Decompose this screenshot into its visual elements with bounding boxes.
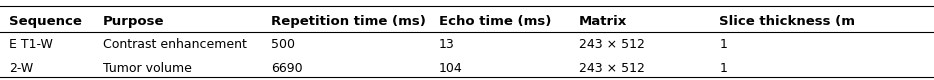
Text: 104: 104	[439, 62, 462, 74]
Text: E T1-W: E T1-W	[9, 38, 53, 51]
Text: 6690: 6690	[271, 62, 303, 74]
Text: 243 × 512: 243 × 512	[579, 62, 645, 74]
Text: Slice thickness (m: Slice thickness (m	[719, 15, 856, 28]
Text: 13: 13	[439, 38, 455, 51]
Text: Contrast enhancement: Contrast enhancement	[103, 38, 247, 51]
Text: Tumor volume: Tumor volume	[103, 62, 191, 74]
Text: 500: 500	[271, 38, 295, 51]
Text: 243 × 512: 243 × 512	[579, 38, 645, 51]
Text: Sequence: Sequence	[9, 15, 82, 28]
Text: Repetition time (ms): Repetition time (ms)	[271, 15, 426, 28]
Text: Matrix: Matrix	[579, 15, 628, 28]
Text: 2-W: 2-W	[9, 62, 34, 74]
Text: 1: 1	[719, 62, 727, 74]
Text: 1: 1	[719, 38, 727, 51]
Text: Echo time (ms): Echo time (ms)	[439, 15, 551, 28]
Text: Purpose: Purpose	[103, 15, 164, 28]
